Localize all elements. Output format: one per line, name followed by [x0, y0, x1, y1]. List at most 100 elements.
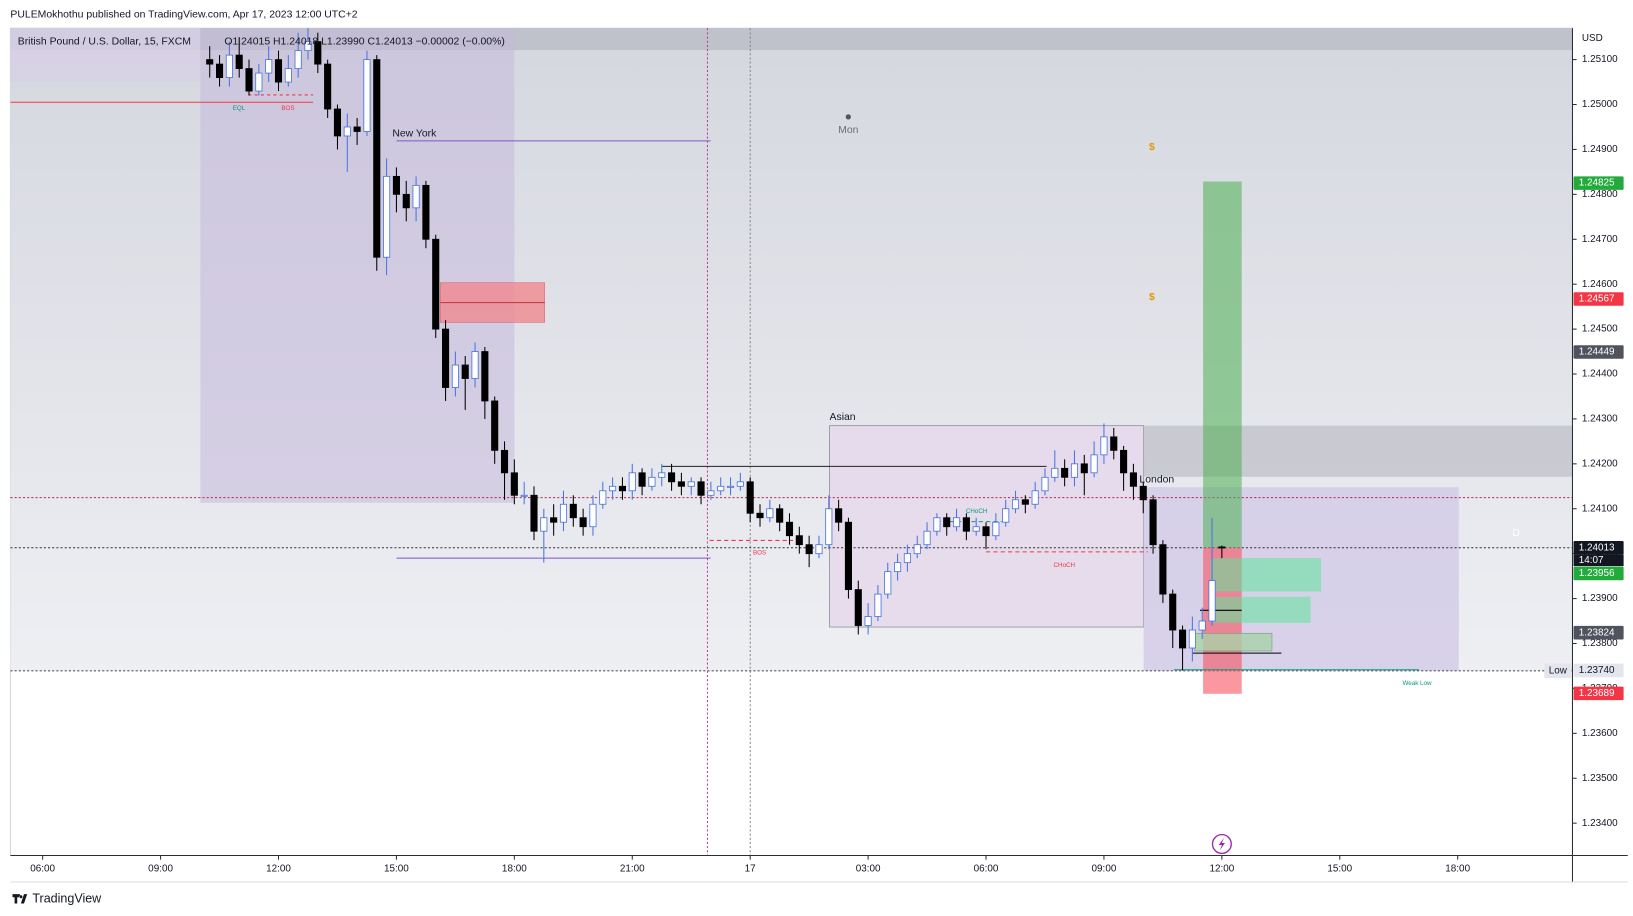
candle-body: [1208, 580, 1216, 622]
candle-body: [422, 184, 430, 240]
candle-body: [609, 485, 617, 492]
candle-body: [933, 517, 941, 532]
candle-body: [1100, 436, 1108, 456]
target-zone: [1203, 181, 1242, 548]
candle-body: [245, 68, 253, 92]
candle-body: [1061, 467, 1069, 478]
candle-body: [402, 193, 410, 209]
y-tick-label: 1.23400: [1582, 818, 1618, 829]
price-badge: [1573, 345, 1624, 359]
candle-body: [717, 485, 725, 492]
dividend-icon: $: [1149, 142, 1155, 153]
candle-body: [1218, 546, 1226, 549]
candle-body: [668, 472, 676, 483]
candle-body: [491, 400, 499, 451]
y-tick-label: 1.23800: [1582, 638, 1618, 649]
candle-body: [982, 526, 990, 537]
price-badge-label: 1.24567: [1579, 294, 1615, 305]
candle-body: [1129, 472, 1137, 487]
bos-label: BOS: [281, 105, 294, 112]
candle-body: [766, 508, 774, 519]
candle-body: [481, 351, 489, 402]
candle-body: [972, 526, 980, 532]
y-tick-label: 1.23900: [1582, 593, 1618, 604]
candle-body: [736, 481, 744, 487]
candle-body: [471, 351, 479, 379]
price-badge: [1573, 625, 1624, 640]
candle-body: [884, 571, 892, 595]
session-label: Asian: [830, 412, 856, 423]
candle-body: [864, 616, 872, 626]
symbol-title: British Pound / U.S. Dollar, 15, FXCM: [18, 36, 191, 47]
candle-body: [1002, 508, 1010, 523]
candle-body: [324, 63, 332, 110]
low-badge: [1544, 663, 1572, 679]
candle-body: [795, 535, 803, 546]
price-badge: [1573, 663, 1624, 678]
price-badge-label: 1.23956: [1579, 568, 1615, 579]
session-label: New York: [392, 128, 437, 139]
price-badge-label: 1.24013: [1579, 542, 1615, 553]
currency-label: USD: [1582, 33, 1603, 44]
y-tick-label: 1.24100: [1582, 503, 1618, 514]
candle-body: [677, 481, 685, 487]
x-tick-label: 12:00: [1209, 864, 1234, 875]
y-tick-label: 1.24400: [1582, 369, 1618, 380]
candle-body: [825, 508, 833, 546]
candle-body: [943, 517, 951, 528]
candle-body: [962, 517, 970, 532]
footer-rule: [10, 881, 1628, 883]
price-badge-label: 1.23689: [1579, 688, 1615, 699]
eql-label: EQL: [233, 105, 246, 112]
candles: [206, 28, 1226, 671]
candle-body: [618, 485, 626, 492]
candle-body: [628, 472, 636, 492]
candle-body: [1198, 620, 1206, 631]
choch-label: CHoCH: [966, 508, 988, 515]
y-tick-label: 1.24700: [1582, 234, 1618, 245]
candle-body: [520, 494, 528, 497]
candle-body: [569, 503, 577, 519]
candle-body: [707, 490, 715, 496]
candle-body: [1070, 463, 1079, 478]
candle-body: [559, 503, 568, 523]
candle-body: [1149, 499, 1157, 546]
candle-body: [746, 481, 754, 514]
candle-body: [235, 54, 243, 70]
candle-body: [874, 593, 882, 617]
candle-body: [1041, 476, 1049, 492]
candle-body: [510, 472, 518, 496]
candle-body: [500, 449, 509, 474]
price-badge: [1573, 566, 1624, 581]
candle-body: [844, 521, 852, 591]
candle-body: [373, 59, 381, 258]
candle-body: [992, 521, 1000, 537]
candle-body: [1169, 593, 1177, 631]
candle-body: [432, 238, 440, 330]
candle-body: [599, 490, 607, 505]
candle-body: [461, 364, 469, 379]
candle-body: [206, 59, 214, 65]
session-box: [10, 28, 201, 82]
countdown: 14:07: [1579, 555, 1604, 566]
candle-body: [363, 59, 371, 132]
candle-body: [274, 59, 283, 83]
candle-body: [314, 41, 322, 65]
x-tick-label: 21:00: [620, 864, 645, 875]
candle-body: [952, 517, 961, 528]
y-tick-label: 1.25100: [1582, 54, 1618, 65]
new-york-session: [200, 28, 515, 503]
x-tick-label: 17: [745, 864, 757, 875]
logo-text: TradingView: [32, 892, 102, 906]
candle-body: [697, 481, 705, 496]
y-tick-label: 1.24300: [1582, 414, 1618, 425]
candle-body: [756, 512, 764, 519]
candle-body: [1110, 436, 1118, 451]
ohlc-legend: O1.24015 H1.24018 L1.23990 C1.24013 −0.0…: [224, 36, 504, 47]
x-tick-label: 09:00: [148, 864, 173, 875]
candle-body: [412, 184, 420, 209]
y-tick-label: 1.24600: [1582, 279, 1618, 290]
x-tick-label: 15:00: [1327, 864, 1352, 875]
candle-body: [1021, 499, 1029, 505]
